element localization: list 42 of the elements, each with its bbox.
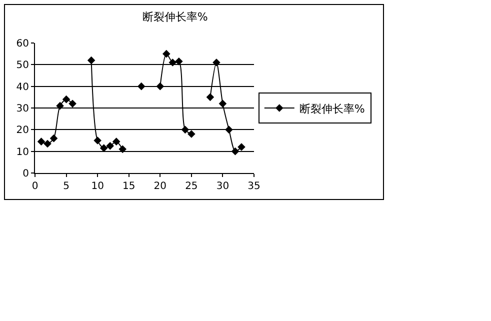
x-tick-label: 30 xyxy=(216,181,230,192)
y-tick-label: 30 xyxy=(16,104,29,114)
point xyxy=(112,138,120,146)
y-tick-label: 40 xyxy=(16,82,29,93)
point xyxy=(212,58,220,66)
point xyxy=(175,58,183,66)
x-tick-label: 20 xyxy=(154,181,167,192)
y-tick-label: 50 xyxy=(16,60,29,72)
point xyxy=(87,56,96,64)
point xyxy=(225,126,233,134)
point xyxy=(238,143,246,151)
x-tick-label: 25 xyxy=(185,181,198,192)
point xyxy=(100,144,108,152)
point xyxy=(156,82,164,90)
point xyxy=(37,138,46,146)
point xyxy=(206,93,214,102)
point xyxy=(137,82,146,90)
x-tick-label: 5 xyxy=(63,181,70,192)
y-tick-label: 20 xyxy=(16,125,29,136)
point xyxy=(181,126,190,134)
y-tick-label: 60 xyxy=(16,38,29,50)
x-tick-label: 15 xyxy=(122,181,136,192)
point xyxy=(168,58,177,66)
x-tick-label: 0 xyxy=(32,181,38,192)
point xyxy=(44,140,52,148)
point xyxy=(56,102,64,110)
legend-label: 断裂伸长率% xyxy=(299,102,365,116)
point xyxy=(218,100,227,108)
x-tick-label: 10 xyxy=(91,181,104,192)
y-tick-label: 0 xyxy=(22,168,29,180)
point xyxy=(162,50,170,58)
x-tick-label: 35 xyxy=(248,181,260,192)
chart-title: 断裂伸长率% xyxy=(142,10,208,24)
point xyxy=(231,147,240,156)
point xyxy=(188,130,196,138)
point xyxy=(118,145,126,154)
point xyxy=(94,136,102,144)
point xyxy=(106,142,114,150)
y-tick-label: 10 xyxy=(16,146,29,158)
point xyxy=(68,100,76,108)
point xyxy=(62,95,70,104)
point xyxy=(50,134,58,142)
